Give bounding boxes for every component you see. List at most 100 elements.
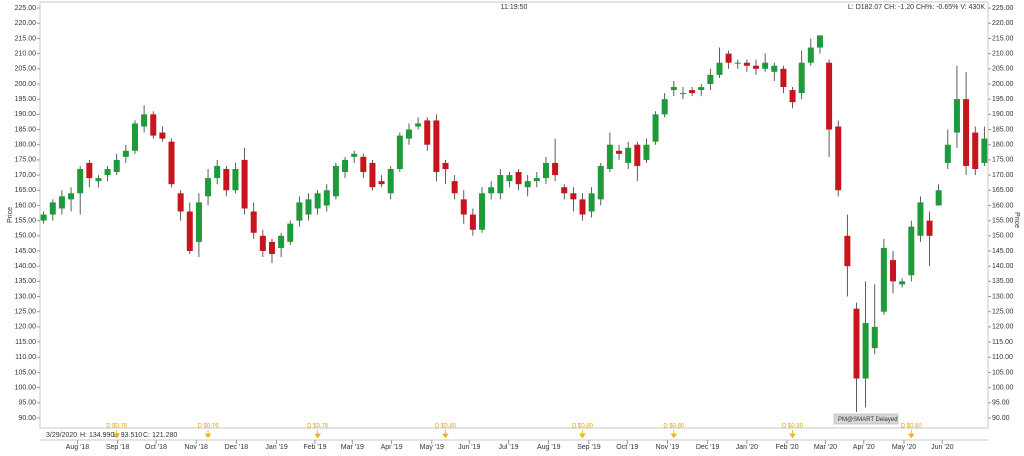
candle-body [716,62,723,75]
y-tick-label-left: 185.00 [15,126,37,133]
candle-body [433,120,440,173]
candle-body [424,120,431,145]
y-tick-label-left: 150.00 [15,233,37,240]
candle-body [415,123,422,127]
candle-body [49,202,56,215]
candle-body [780,68,787,88]
y-tick-label-right: 110.00 [992,354,1013,361]
y-tick-label-left: 170.00 [15,172,37,179]
candle-body [186,211,193,251]
y-tick-label-right: 165.00 [992,187,1014,194]
y-tick-label-left: 165.00 [15,187,37,194]
candle-body [68,193,75,200]
candle-body [552,162,559,176]
dividend-label: D $0.76 [106,424,128,430]
x-tick-label: May '20 [892,444,916,451]
y-tick-label-right: 115.00 [992,339,1013,346]
candle-body [451,181,458,194]
candle-body [908,226,915,276]
candle-body [606,144,613,169]
candle-body [515,172,522,185]
candle-body [369,162,376,188]
y-tick-label-right: 100.00 [992,384,1014,391]
candle-body [807,47,814,63]
y-tick-label-right: 145.00 [992,248,1014,255]
candle-body [342,159,349,173]
candle-body [972,132,979,169]
y-tick-label-left: 205.00 [15,66,37,73]
x-tick-label: Feb '20 [776,444,799,451]
candle-body [150,114,157,136]
candle-body [771,65,778,72]
candle-body [131,123,138,151]
y-tick-label-right: 155.00 [992,217,1014,224]
candle-body [40,214,47,221]
candle-body [177,193,184,212]
candle-body [679,93,686,95]
candle-body [104,168,111,176]
cursor-low: L: 93.510 [113,432,142,439]
candle-body [460,199,467,215]
candle-body [643,144,650,160]
y-tick-label-left: 130.00 [15,293,37,300]
candle-body [853,308,860,379]
x-tick-label: May '19 [420,444,444,451]
y-tick-label-right: 200.00 [992,81,1014,88]
candle-body [488,187,495,194]
y-tick-label-left: 135.00 [15,278,37,285]
y-tick-label-right: 190.00 [992,111,1014,118]
candle-body [305,199,312,215]
candle-body [159,132,166,139]
dividend-marker [670,430,678,439]
candle-body [296,202,303,221]
dividend-marker [908,430,915,439]
y-tick-label-left: 120.00 [15,324,37,331]
candle-body [278,235,285,248]
y-tick-label-left: 125.00 [15,309,37,316]
candle-body [396,135,403,169]
candle-body [743,62,750,66]
candle-body [223,168,230,191]
dividend-marker [789,430,796,439]
y-tick-label-right: 185.00 [992,126,1014,133]
x-tick-label: Nov '19 [656,444,680,451]
x-tick-label: Jun '20 [931,444,953,451]
x-tick-label: Aug '18 [66,444,90,451]
candle-body [479,193,486,230]
candle-body [579,199,586,215]
dividend-label: D $0.76 [307,424,329,430]
y-tick-label-left: 110.00 [15,354,36,361]
dividend-marker [579,430,586,439]
y-tick-label-right: 130.00 [992,293,1014,300]
candle-body [387,168,394,194]
candle-body [652,114,659,142]
y-tick-label-right: 95.00 [992,400,1010,407]
candle-body [899,281,906,285]
y-tick-label-right: 220.00 [992,20,1014,27]
candle-body [670,87,677,91]
candle-body [661,99,668,115]
cursor-close: C: 121.280 [143,432,177,439]
candle-body [953,99,960,133]
candle-body [360,156,367,173]
candle-body [561,187,568,194]
candle-body [405,129,412,139]
candle-body [917,202,924,236]
y-tick-label-left: 220.00 [15,20,37,27]
candle-body [935,190,942,206]
dividend-marker [314,430,321,439]
y-tick-label-left: 175.00 [15,157,37,164]
y-tick-label-left: 215.00 [15,35,37,42]
dividend-marker [113,430,120,439]
y-tick-label-left: 100.00 [15,384,37,391]
candle-body [798,62,805,94]
x-tick-label: Mar '19 [341,444,364,451]
y-tick-label-right: 195.00 [992,96,1014,103]
candle-body [533,178,540,182]
candle-body [698,87,705,91]
x-tick-label: Jan '19 [265,444,287,451]
x-tick-label: Oct '19 [616,444,638,451]
candle-body [597,165,604,200]
candle-body [734,62,741,64]
